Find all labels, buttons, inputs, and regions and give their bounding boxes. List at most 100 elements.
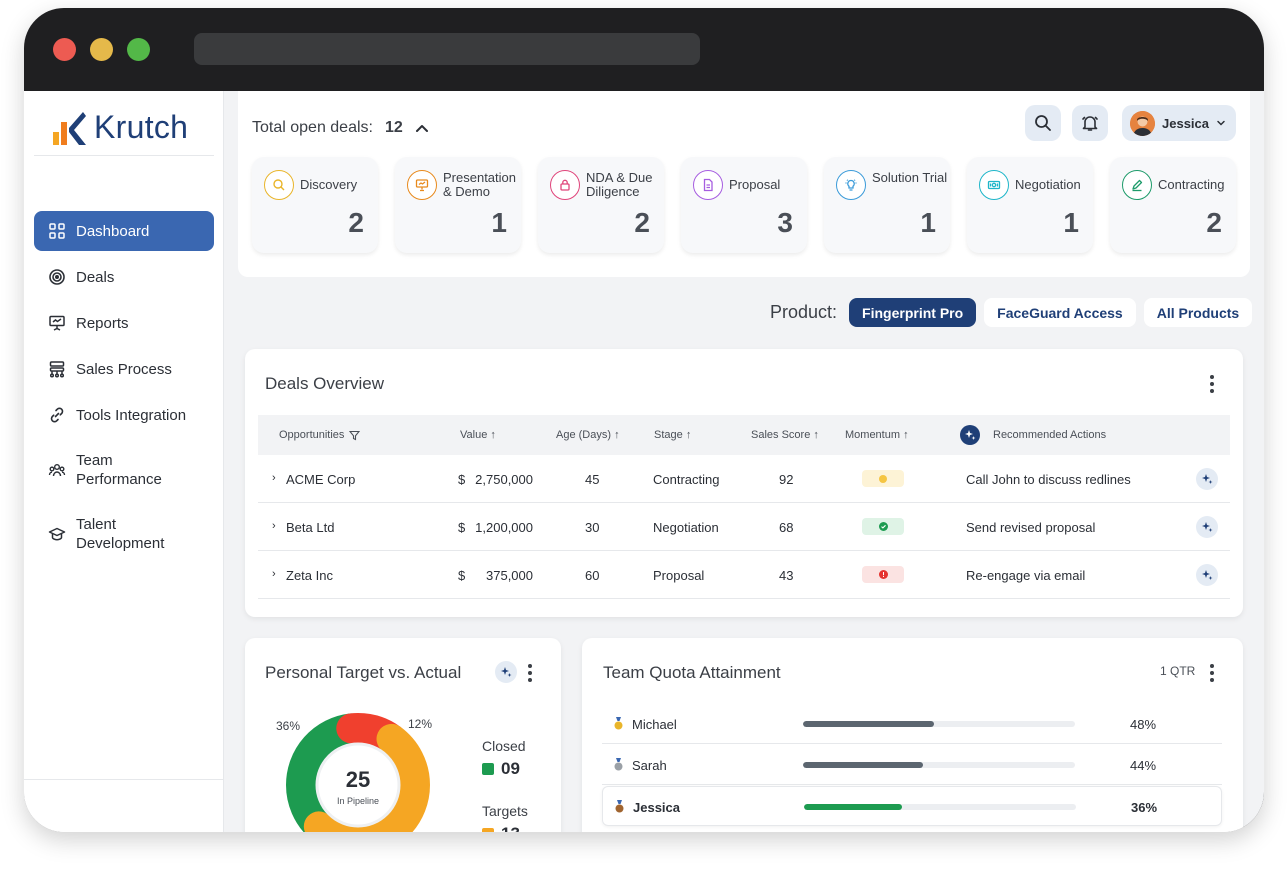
lock-icon	[560, 179, 570, 191]
logo-text: Krutch	[94, 109, 189, 145]
opportunity-name: Zeta Inc	[286, 568, 333, 583]
sort-arrow-icon: ↑	[903, 429, 909, 441]
momentum-negative-icon	[878, 570, 888, 579]
donut-segment-other[interactable]	[286, 713, 430, 832]
sidebar-item-tools-integration[interactable]: Tools Integration	[34, 395, 214, 435]
legend-swatch	[482, 828, 494, 832]
deal-age: 45	[585, 472, 600, 487]
sidebar-item-sales-process[interactable]: Sales Process	[34, 349, 214, 389]
column-header-stage[interactable]: Stage ↑	[654, 429, 691, 441]
sidebar-item-label: Team Performance	[76, 452, 162, 488]
table-row[interactable]: › Beta Ltd $ 1,200,000 30 Negotiation 68…	[258, 503, 1230, 551]
quota-progress-bar	[803, 721, 1075, 727]
deal-value: 2,750,000	[475, 472, 533, 487]
sidebar-item-team-performance[interactable]: Team Performance	[34, 441, 214, 499]
deal-stage: Negotiation	[653, 520, 719, 535]
deal-value: 1,200,000	[475, 520, 533, 535]
browser-window: Krutch Dashboard Deals	[24, 8, 1264, 832]
quota-row[interactable]: Michael 48%	[602, 704, 1222, 744]
team-icon	[48, 464, 66, 477]
sort-arrow-icon: ↑	[685, 429, 692, 441]
card-title: Deals Overview	[265, 374, 385, 393]
quota-row[interactable]: Sarah 44%	[602, 745, 1222, 785]
product-filter: Product: Fingerprint Pro FaceGuard Acces…	[770, 298, 1253, 327]
donut-segments	[286, 713, 430, 832]
stage-card-nda-due-diligence[interactable]: NDA & Due Diligence 2	[538, 157, 664, 253]
stage-name: NDA & Due Diligence	[586, 170, 653, 199]
column-header-value[interactable]: Value ↑	[460, 429, 496, 441]
donut-percent-label: 12%	[408, 717, 433, 731]
sidebar-item-dashboard[interactable]: Dashboard	[34, 211, 214, 251]
legend-value-targets: 13	[482, 824, 520, 832]
stage-count: 2	[634, 207, 650, 238]
sidebar-item-label: Sales Process	[76, 360, 172, 378]
open-deals-count: 12	[384, 119, 403, 136]
open-deals-label: Total open deals:	[252, 119, 373, 136]
column-label: Momentum	[845, 429, 901, 441]
currency: $	[458, 520, 466, 535]
open-deals-summary[interactable]: Total open deals: 12	[252, 119, 429, 137]
logo[interactable]: Krutch	[52, 109, 188, 146]
opportunity-name: ACME Corp	[286, 472, 356, 487]
sidebar-item-reports[interactable]: Reports	[34, 303, 214, 343]
chevron-down-icon	[1217, 120, 1225, 126]
deal-value: 375,000	[486, 568, 533, 583]
stage-card-presentation-demo[interactable]: Presentation & Demo 1	[395, 157, 521, 253]
ai-action-button[interactable]	[1196, 468, 1218, 490]
krutch-logo-icon	[53, 111, 86, 145]
gold-medal-icon	[614, 717, 623, 730]
stage-card-discovery[interactable]: Discovery 2	[252, 157, 378, 253]
divider	[34, 155, 214, 156]
notifications-button[interactable]	[1072, 105, 1108, 141]
chevron-up-icon[interactable]	[415, 123, 429, 133]
table-row[interactable]: › Zeta Inc $ 375,000 60 Proposal 43 Re-e…	[258, 551, 1230, 599]
donut-segment-targets[interactable]	[286, 713, 430, 832]
maximize-window-button[interactable]	[127, 38, 150, 61]
donut-center: 25 In Pipeline	[283, 767, 433, 806]
stage-card-solution-trial[interactable]: Solution Trial 1	[824, 157, 950, 253]
close-window-button[interactable]	[53, 38, 76, 61]
sparkle-icon	[501, 667, 512, 677]
column-header-momentum[interactable]: Momentum ↑	[845, 429, 909, 441]
column-header-sales-score[interactable]: Sales Score ↑	[751, 429, 819, 441]
ai-insight-button[interactable]	[495, 661, 517, 683]
link-icon	[50, 407, 64, 423]
column-header-opportunities[interactable]: Opportunities	[279, 429, 361, 441]
pipeline-donut-chart	[286, 713, 430, 832]
chevron-right-icon[interactable]: ›	[272, 568, 276, 580]
legend-number: 13	[501, 824, 520, 832]
stage-card-contracting[interactable]: Contracting 2	[1110, 157, 1236, 253]
minimize-window-button[interactable]	[90, 38, 113, 61]
quota-row-current-user[interactable]: Jessica 36%	[602, 786, 1222, 826]
stage-card-negotiation[interactable]: Negotiation 1	[967, 157, 1093, 253]
chevron-right-icon[interactable]: ›	[272, 472, 276, 484]
more-options-icon[interactable]	[1210, 664, 1214, 682]
stage-card-proposal[interactable]: Proposal 3	[681, 157, 807, 253]
product-option-fingerprint-pro[interactable]: Fingerprint Pro	[849, 298, 977, 327]
product-option-all-products[interactable]: All Products	[1143, 298, 1253, 327]
search-button[interactable]	[1025, 105, 1061, 141]
quota-progress-fill	[803, 721, 934, 727]
chevron-right-icon[interactable]: ›	[272, 520, 276, 532]
legend-swatch	[482, 763, 494, 775]
ai-action-button[interactable]	[1196, 564, 1218, 586]
sparkle-icon	[1202, 474, 1213, 484]
more-options-icon[interactable]	[1210, 375, 1214, 393]
sidebar-item-talent-development[interactable]: Talent Development	[34, 505, 214, 563]
stage-icon-wrap	[407, 170, 437, 200]
product-option-faceguard-access[interactable]: FaceGuard Access	[984, 298, 1136, 327]
momentum-positive-icon	[878, 522, 888, 531]
user-menu[interactable]: Jessica	[1122, 105, 1236, 141]
table-row[interactable]: › ACME Corp $ 2,750,000 45 Contracting 9…	[258, 455, 1230, 503]
address-bar[interactable]	[194, 33, 700, 65]
legend-value-closed: 09	[482, 759, 520, 779]
period-selector[interactable]: 1 QTR	[1160, 664, 1196, 678]
stage-icon-wrap	[1122, 170, 1152, 200]
more-options-icon[interactable]	[528, 664, 532, 682]
product-label: Product:	[770, 302, 838, 322]
sidebar-item-deals[interactable]: Deals	[34, 257, 214, 297]
opportunity-name: Beta Ltd	[286, 520, 335, 535]
ai-action-button[interactable]	[1196, 516, 1218, 538]
stage-icon-wrap	[979, 170, 1009, 200]
column-header-age[interactable]: Age (Days) ↑	[556, 429, 620, 441]
